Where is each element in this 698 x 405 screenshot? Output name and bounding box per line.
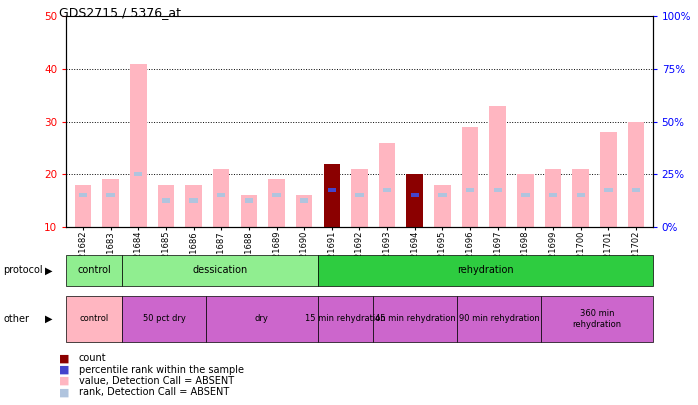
Text: control: control (77, 265, 111, 275)
Bar (572, 169, 589, 227)
Bar (323, 164, 340, 227)
Text: percentile rank within the sample: percentile rank within the sample (79, 365, 244, 375)
Text: dessication: dessication (192, 265, 248, 275)
Bar (493, 188, 502, 192)
Bar (410, 193, 419, 197)
Bar (438, 193, 447, 197)
Bar (327, 188, 336, 192)
Bar (351, 169, 368, 227)
Text: ■: ■ (59, 354, 70, 363)
Text: ■: ■ (59, 376, 70, 386)
Bar (213, 169, 230, 227)
Text: 15 min rehydration: 15 min rehydration (305, 314, 386, 324)
Bar (544, 169, 561, 227)
Bar (632, 188, 640, 192)
Bar (383, 188, 392, 192)
Bar (296, 195, 313, 227)
Bar (577, 193, 585, 197)
Bar (75, 185, 91, 227)
Bar (466, 188, 474, 192)
Bar (130, 64, 147, 227)
Bar (489, 106, 506, 227)
Bar (268, 179, 285, 227)
Bar (379, 143, 396, 227)
Bar (272, 193, 281, 197)
Text: ■: ■ (59, 365, 70, 375)
Bar (158, 185, 174, 227)
Bar (549, 193, 557, 197)
Bar (600, 132, 616, 227)
Bar (434, 185, 451, 227)
Bar (462, 127, 478, 227)
Bar (327, 188, 336, 192)
Text: 45 min rehydration: 45 min rehydration (375, 314, 456, 324)
Bar (162, 198, 170, 202)
Text: rehydration: rehydration (456, 265, 514, 275)
Bar (217, 193, 225, 197)
Bar (521, 193, 530, 197)
Text: ▶: ▶ (45, 265, 53, 275)
Text: ▶: ▶ (45, 314, 53, 324)
Bar (134, 172, 142, 176)
Bar (300, 198, 309, 202)
Text: 360 min
rehydration: 360 min rehydration (572, 309, 621, 328)
Bar (103, 179, 119, 227)
Bar (106, 193, 114, 197)
Bar (410, 193, 419, 197)
Text: control: control (80, 314, 109, 324)
Bar (355, 193, 364, 197)
Text: 50 pct dry: 50 pct dry (142, 314, 186, 324)
Bar (241, 195, 257, 227)
Text: GDS2715 / 5376_at: GDS2715 / 5376_at (59, 6, 181, 19)
Text: count: count (79, 354, 107, 363)
Bar (406, 174, 423, 227)
Bar (406, 174, 423, 227)
Bar (189, 198, 198, 202)
Text: protocol: protocol (3, 265, 43, 275)
Text: other: other (3, 314, 29, 324)
Bar (628, 122, 644, 227)
Text: 90 min rehydration: 90 min rehydration (459, 314, 540, 324)
Text: value, Detection Call = ABSENT: value, Detection Call = ABSENT (79, 376, 234, 386)
Bar (245, 198, 253, 202)
Bar (79, 193, 87, 197)
Bar (604, 188, 613, 192)
Bar (185, 185, 202, 227)
Bar (323, 164, 340, 227)
Bar (517, 174, 534, 227)
Text: dry: dry (255, 314, 269, 324)
Text: rank, Detection Call = ABSENT: rank, Detection Call = ABSENT (79, 388, 229, 397)
Text: ■: ■ (59, 388, 70, 397)
